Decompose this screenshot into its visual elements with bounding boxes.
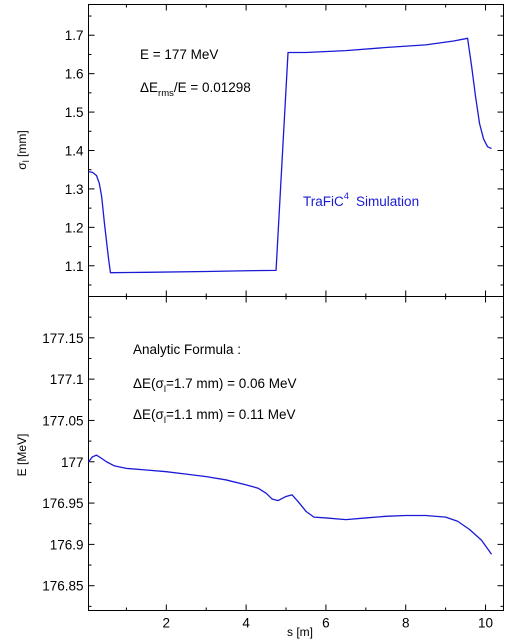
top-y-tick-label: 1.1	[65, 259, 84, 274]
x-axis-label: s [m]	[287, 625, 313, 639]
x-tick-label: 10	[478, 616, 493, 631]
x-tick-label: 4	[242, 616, 250, 631]
analytic-formula-title: Analytic Formula :	[133, 342, 241, 357]
top-y-tick-label: 1.7	[65, 28, 84, 43]
bottom-panel-frame	[88, 296, 504, 611]
bottom-y-tick-label: 177.1	[50, 372, 84, 387]
top-y-tick-label: 1.3	[65, 182, 84, 197]
analytic-line-1: ΔE(σl=1.7 mm) = 0.06 MeV	[133, 376, 297, 395]
top-y-tick-label: 1.6	[65, 67, 84, 82]
bottom-y-tick-label: 176.85	[42, 579, 83, 594]
top-y-tick-label: 1.4	[65, 144, 84, 159]
energy-curve	[87, 454, 493, 555]
bottom-y-tick-label: 177.05	[42, 413, 83, 428]
analytic-line-2: ΔE(σl=1.1 mm) = 0.11 MeV	[133, 407, 296, 426]
top-panel-ticks: 1.1 1.2 1.3 1.4 1.5 1.6 1.7	[65, 4, 504, 297]
bottom-y-tick-label: 176.95	[42, 496, 83, 511]
bottom-panel-ticks: 176.85 176.9 176.95 177 177.05 177.1 177.15 2 4 6…	[42, 296, 504, 631]
energy-annotation: E = 177 MeV	[140, 47, 218, 62]
top-y-axis-label: σl [mm]	[15, 130, 31, 169]
bottom-y-axis-label: E [MeV]	[15, 434, 29, 477]
x-tick-label: 2	[163, 616, 171, 631]
simulation-label: TraFiC4 Simulation	[303, 191, 419, 209]
top-y-tick-label: 1.5	[65, 105, 84, 120]
top-y-tick-label: 1.2	[65, 220, 84, 235]
x-tick-label: 8	[402, 616, 410, 631]
bottom-y-tick-label: 176.9	[50, 537, 84, 552]
x-tick-label: 6	[322, 616, 330, 631]
energy-spread-annotation: ΔErms/E = 0.01298	[140, 80, 251, 99]
sigma-curve	[88, 37, 492, 274]
bottom-y-tick-label: 177	[61, 455, 84, 470]
bottom-y-tick-label: 177.15	[42, 331, 83, 346]
